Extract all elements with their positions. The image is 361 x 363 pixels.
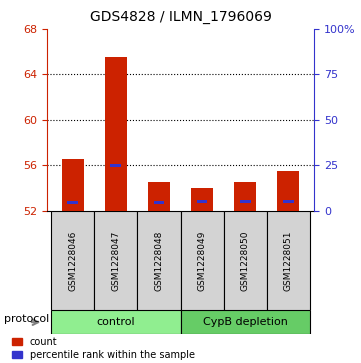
Bar	[191, 188, 213, 211]
Bar	[197, 200, 208, 203]
FancyBboxPatch shape	[94, 211, 138, 310]
Text: GSM1228046: GSM1228046	[68, 230, 77, 291]
FancyBboxPatch shape	[223, 211, 267, 310]
Text: GSM1228049: GSM1228049	[197, 230, 206, 291]
Text: GSM1228050: GSM1228050	[241, 230, 249, 291]
Bar	[234, 182, 256, 211]
Bar	[105, 57, 127, 211]
Bar	[153, 201, 164, 204]
FancyBboxPatch shape	[267, 211, 310, 310]
Bar	[240, 200, 251, 203]
Bar	[62, 159, 83, 211]
Text: CypB depletion: CypB depletion	[203, 317, 288, 327]
Text: GSM1228051: GSM1228051	[284, 230, 293, 291]
Bar	[110, 164, 121, 167]
Text: GSM1228047: GSM1228047	[112, 230, 120, 291]
Legend: count, percentile rank within the sample: count, percentile rank within the sample	[12, 337, 195, 360]
FancyBboxPatch shape	[180, 310, 310, 334]
Text: protocol: protocol	[4, 314, 49, 323]
Text: control: control	[96, 317, 135, 327]
Bar	[68, 201, 78, 204]
FancyBboxPatch shape	[138, 211, 180, 310]
Bar	[283, 200, 293, 203]
FancyBboxPatch shape	[180, 211, 223, 310]
Bar	[148, 182, 170, 211]
Title: GDS4828 / ILMN_1796069: GDS4828 / ILMN_1796069	[90, 10, 271, 24]
Bar	[278, 171, 299, 211]
FancyBboxPatch shape	[51, 211, 94, 310]
FancyBboxPatch shape	[51, 310, 180, 334]
Text: GSM1228048: GSM1228048	[155, 230, 164, 291]
